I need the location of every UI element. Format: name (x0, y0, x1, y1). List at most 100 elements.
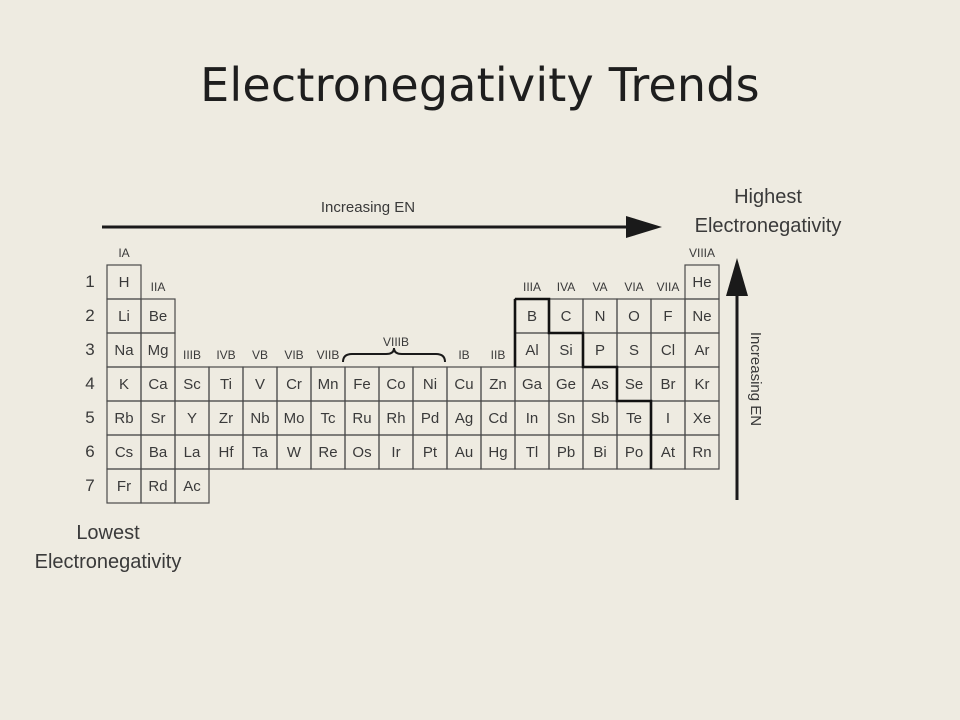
element-cell: Ca (140, 366, 176, 402)
element-symbol: Pb (557, 444, 575, 461)
element-symbol: Tc (321, 410, 337, 427)
element-symbol: Si (559, 342, 572, 359)
metalloid-staircase-line (515, 297, 653, 469)
element-cell: C (548, 298, 584, 334)
element-symbol: Al (525, 342, 538, 359)
element-cell: Xe (684, 400, 720, 436)
lowest-label-line2: Electronegativity (35, 551, 182, 573)
element-symbol: Re (318, 444, 337, 461)
element-cell: Rn (684, 434, 720, 470)
element-cell: Sr (140, 400, 176, 436)
increasing-en-side-label: Increasing EN (747, 332, 764, 426)
group-label: IIIA (523, 280, 541, 294)
element-cell: Si (548, 332, 584, 368)
element-symbol: Bi (593, 444, 606, 461)
period-number: 4 (85, 374, 94, 393)
element-cell: Po (616, 434, 652, 470)
element-symbol: Po (625, 444, 643, 461)
element-cell: Ne (684, 298, 720, 334)
element-cell: I (650, 400, 686, 436)
element-cell: Pd (412, 400, 448, 436)
element-cell: P (582, 332, 618, 368)
element-cell-border (174, 468, 210, 504)
element-cell: Y (174, 400, 210, 436)
element-symbol: Rb (114, 410, 133, 427)
element-symbol: Cl (661, 342, 675, 359)
element-cell: Li (106, 298, 142, 334)
element-symbol: Pd (421, 410, 439, 427)
element-symbol: Fr (117, 478, 131, 495)
slide-title: Electronegativity Trends (200, 58, 760, 112)
element-symbol: Te (626, 410, 642, 427)
element-symbol: Ca (148, 376, 168, 393)
viiib-brace (342, 347, 446, 363)
element-cell: Sb (582, 400, 618, 436)
element-symbol: B (527, 308, 537, 325)
element-cell: Pt (412, 434, 448, 470)
group-label: IIIB (183, 348, 201, 362)
group-label: VIB (284, 348, 303, 362)
element-symbol: Sb (591, 410, 609, 427)
element-cell: Be (140, 298, 176, 334)
element-cell: Ti (208, 366, 244, 402)
group-label-viiib: VIIIB (383, 335, 409, 349)
element-cell: Mo (276, 400, 312, 436)
element-symbol: Be (149, 308, 167, 325)
element-cell: S (616, 332, 652, 368)
element-cell: B (514, 298, 550, 334)
element-symbol: Sn (557, 410, 575, 427)
increasing-en-top-label: Increasing EN (321, 199, 415, 216)
element-cell: Zr (208, 400, 244, 436)
element-symbol: Ga (522, 376, 543, 393)
element-symbol: Sc (183, 376, 201, 393)
period-number: 6 (85, 442, 94, 461)
element-symbol: Ag (455, 410, 473, 427)
element-cell: Ag (446, 400, 482, 436)
element-symbol: Ru (352, 410, 371, 427)
element-symbol: F (663, 308, 672, 325)
element-symbol: Mo (284, 410, 305, 427)
period-number: 5 (85, 408, 94, 427)
element-symbol: Mn (318, 376, 339, 393)
element-symbol: Ni (423, 376, 437, 393)
element-cell: Fe (344, 366, 380, 402)
element-symbol: Ac (183, 478, 201, 495)
element-symbol: Cd (488, 410, 507, 427)
element-cell: Mn (310, 366, 346, 402)
element-cell: Cu (446, 366, 482, 402)
lowest-label-line1: Lowest (76, 522, 140, 544)
element-symbol: Au (455, 444, 473, 461)
element-symbol: In (526, 410, 539, 427)
element-symbol: N (595, 308, 606, 325)
element-cell: At (650, 434, 686, 470)
element-cell: Hg (480, 434, 516, 470)
element-cell: Bi (582, 434, 618, 470)
element-cell: Sc (174, 366, 210, 402)
element-cell: Fr (106, 468, 142, 504)
element-symbol: Br (661, 376, 676, 393)
group-label: IVB (216, 348, 235, 362)
element-cell: Rb (106, 400, 142, 436)
element-cell: Ru (344, 400, 380, 436)
element-symbol: W (287, 444, 302, 461)
element-cell: Mg (140, 332, 176, 368)
element-cell: Br (650, 366, 686, 402)
element-symbol: S (629, 342, 639, 359)
element-cell: In (514, 400, 550, 436)
horizontal-arrowhead (626, 216, 662, 238)
element-cell: Kr (684, 366, 720, 402)
group-label: VA (592, 280, 607, 294)
element-cell: Ac (174, 468, 210, 504)
element-symbol: He (692, 274, 711, 291)
element-symbol: K (119, 376, 129, 393)
element-symbol: Ti (220, 376, 232, 393)
element-cell: V (242, 366, 278, 402)
element-cell: Ge (548, 366, 584, 402)
element-symbol: Fe (353, 376, 371, 393)
element-cell: As (582, 366, 618, 402)
element-cell: Cr (276, 366, 312, 402)
element-symbol: Cr (286, 376, 302, 393)
element-cell: Rd (140, 468, 176, 504)
element-cell: Sn (548, 400, 584, 436)
